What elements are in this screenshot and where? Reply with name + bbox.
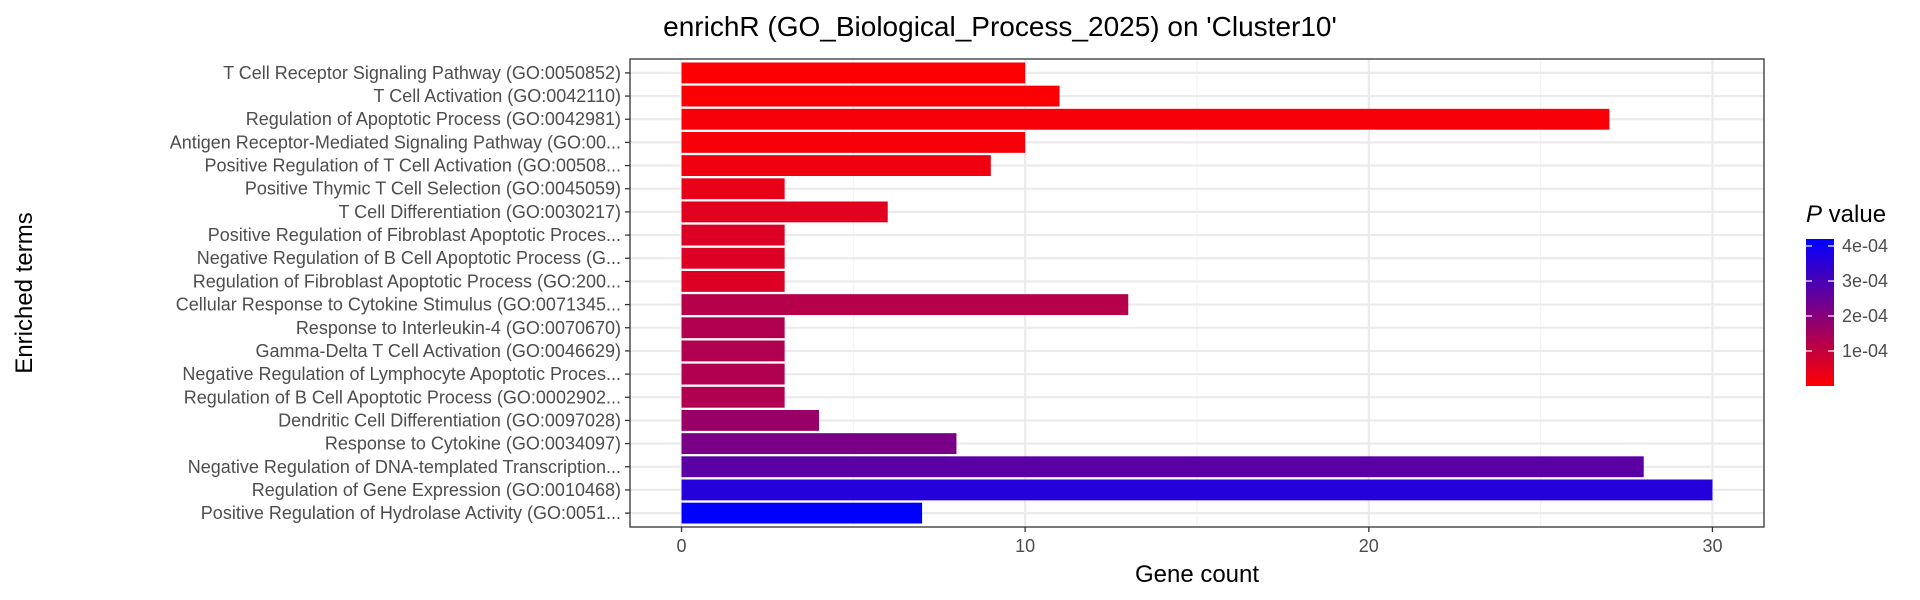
y-tick-label: Negative Regulation of Lymphocyte Apopto…	[182, 364, 621, 384]
legend-tick-label: 1e-04	[1842, 341, 1888, 361]
y-tick-label: Antigen Receptor-Mediated Signaling Path…	[170, 132, 621, 152]
y-tick-label: Positive Thymic T Cell Selection (GO:004…	[245, 179, 621, 199]
chart-title: enrichR (GO_Biological_Process_2025) on …	[663, 11, 1337, 42]
bar	[681, 433, 957, 455]
legend-ticks: 1e-04 2e-04 3e-04 4e-04	[1806, 236, 1888, 361]
legend-tick-label: 2e-04	[1842, 306, 1888, 326]
y-tick-label: T Cell Activation (GO:0042110)	[374, 86, 621, 106]
y-tick-label: Positive Regulation of Fibroblast Apopto…	[208, 225, 621, 245]
y-tick-label: Dendritic Cell Differentiation (GO:00970…	[278, 410, 621, 430]
legend-colorbar	[1806, 239, 1834, 386]
y-tick-label: Regulation of Apoptotic Process (GO:0042…	[246, 109, 621, 129]
y-tick-label: Response to Cytokine (GO:0034097)	[325, 434, 621, 454]
bar	[681, 340, 785, 362]
legend-title: P value	[1806, 201, 1886, 228]
bar	[681, 317, 785, 339]
plot-panel-border	[629, 58, 1765, 528]
bar	[681, 294, 1129, 316]
y-tick-label: Positive Regulation of Hydrolase Activit…	[201, 503, 621, 523]
bar	[681, 155, 991, 176]
bar	[681, 85, 1060, 107]
bar	[681, 224, 785, 246]
y-tick-label: Cellular Response to Cytokine Stimulus (…	[176, 295, 621, 315]
bar	[681, 386, 785, 408]
x-axis-title: Gene count	[1135, 561, 1259, 588]
bar	[681, 201, 888, 223]
bar	[681, 363, 785, 385]
x-tick-label: 30	[1702, 536, 1722, 556]
bar	[681, 178, 785, 200]
x-tick-label: 20	[1359, 536, 1379, 556]
legend-title-italic: P	[1806, 201, 1822, 228]
y-tick-label: Regulation of B Cell Apoptotic Process (…	[184, 387, 621, 407]
bar-layer	[681, 62, 1713, 524]
x-axis: 0 10 20 30	[677, 527, 1722, 556]
legend-tick-label: 4e-04	[1842, 236, 1888, 256]
bar	[681, 62, 1026, 84]
y-axis: T Cell Receptor Signaling Pathway (GO:00…	[170, 63, 630, 523]
x-tick-label: 10	[1015, 536, 1035, 556]
bar	[681, 270, 785, 292]
bar	[681, 131, 1026, 153]
y-tick-label: Regulation of Fibroblast Apoptotic Proce…	[193, 271, 621, 291]
y-tick-label: Gamma-Delta T Cell Activation (GO:004662…	[256, 341, 622, 361]
bar	[681, 410, 819, 431]
y-tick-label: Positive Regulation of T Cell Activation…	[204, 156, 621, 176]
bar	[681, 479, 1713, 501]
y-tick-label: Regulation of Gene Expression (GO:001046…	[252, 480, 621, 500]
bar	[681, 502, 923, 524]
legend: P value 1e-04 2e-04 3e-04 4e-04	[1806, 201, 1888, 386]
bar	[681, 456, 1644, 478]
y-tick-label: T Cell Receptor Signaling Pathway (GO:00…	[223, 63, 621, 83]
x-tick-label: 0	[677, 536, 687, 556]
y-axis-title: Enriched terms	[11, 212, 38, 373]
y-tick-label: Negative Regulation of DNA-templated Tra…	[188, 457, 621, 477]
y-tick-label: Negative Regulation of B Cell Apoptotic …	[197, 248, 621, 268]
y-tick-label: T Cell Differentiation (GO:0030217)	[339, 202, 621, 222]
legend-tick-label: 3e-04	[1842, 271, 1888, 291]
legend-title-rest: value	[1822, 201, 1886, 228]
bar	[681, 247, 785, 269]
y-tick-label: Response to Interleukin-4 (GO:0070670)	[296, 318, 621, 338]
bar	[681, 108, 1610, 130]
